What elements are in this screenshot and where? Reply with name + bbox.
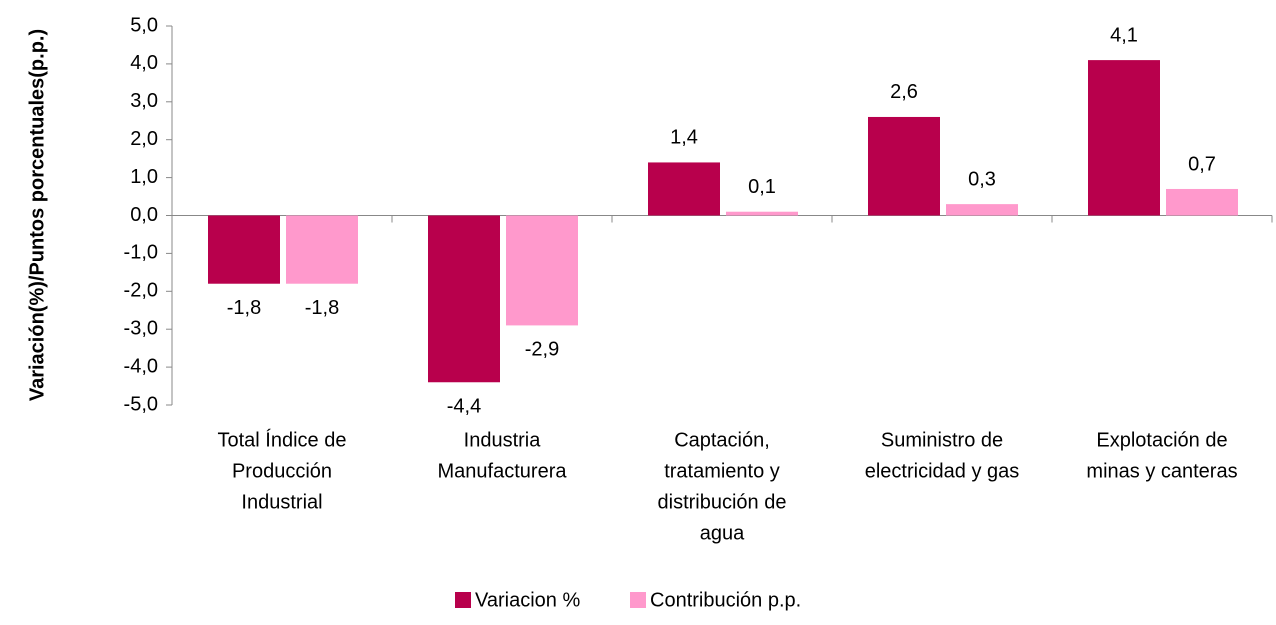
x-tick-label: tratamiento y [664,460,780,482]
y-tick-label: -4,0 [124,355,158,377]
y-tick-label: -1,0 [124,242,158,264]
data-label: -2,9 [525,339,559,361]
y-tick-label: -3,0 [124,317,158,339]
y-tick-label: 3,0 [130,90,158,112]
x-tick-label: Suministro de [881,429,1003,451]
bar [208,215,280,284]
legend-label: Variacion % [475,589,580,611]
data-label: 1,4 [670,127,698,149]
bar [286,215,358,284]
data-label: 0,1 [748,176,776,198]
legend-swatch [630,592,646,608]
data-label: -4,4 [447,396,481,418]
x-tick-label: distribución de [658,491,787,513]
x-tick-label: Manufacturera [438,460,568,482]
data-label: 0,7 [1188,153,1216,175]
x-tick-label: Total Índice de [218,428,347,451]
y-tick-label: -2,0 [124,280,158,302]
bar [946,204,1018,216]
x-tick-label: agua [700,522,745,544]
x-tick-label: Producción [232,460,332,482]
bar [868,116,940,216]
y-tick-label: -5,0 [124,393,158,415]
x-tick-label: Industria [464,429,542,451]
x-tick-label: Explotación de [1096,429,1227,451]
data-label: 0,3 [968,168,996,190]
bar [648,162,720,216]
y-tick-label: 2,0 [130,128,158,150]
legend-label: Contribución p.p. [650,589,801,611]
data-label: 4,1 [1110,24,1138,46]
bar [1166,188,1238,216]
data-label: 2,6 [890,81,918,103]
x-tick-label: electricidad y gas [865,460,1020,482]
x-tick-label: Captación, [674,429,770,451]
y-axis-label: Variación(%)/Puntos porcentuales(p.p.) [26,29,48,401]
data-label: -1,8 [227,297,261,319]
x-tick-label: minas y canteras [1086,460,1237,482]
bar [726,211,798,216]
data-label: -1,8 [305,297,339,319]
bar [1088,60,1160,216]
y-tick-label: 4,0 [130,52,158,74]
y-tick-label: 0,0 [130,204,158,226]
legend-swatch [455,592,471,608]
bar [506,215,578,326]
bar [428,215,500,383]
y-tick-label: 1,0 [130,166,158,188]
x-tick-label: Industrial [241,491,322,513]
y-tick-label: 5,0 [130,14,158,36]
